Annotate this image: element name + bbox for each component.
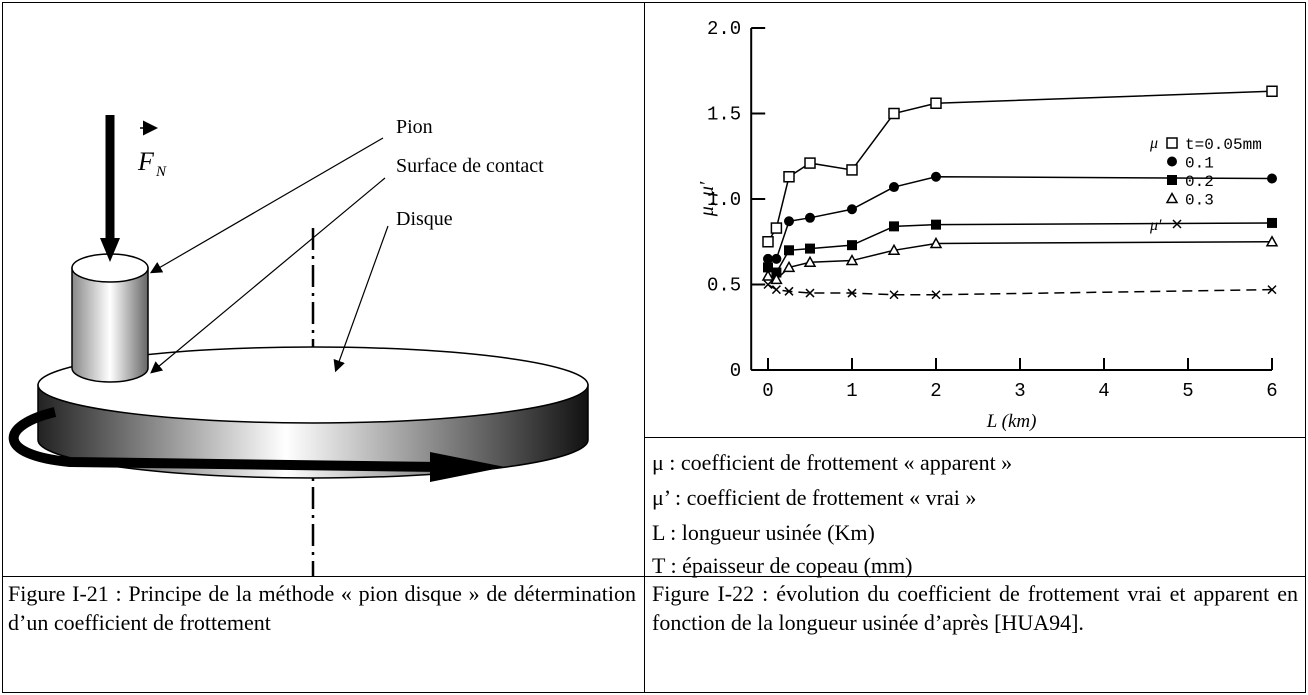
marker — [889, 290, 899, 300]
x-tick-label: 1 — [846, 380, 857, 402]
marker — [929, 236, 943, 249]
row-divider — [2, 576, 1306, 578]
marker — [784, 286, 794, 296]
marker — [784, 216, 794, 227]
y-tick-label: 1.5 — [707, 104, 741, 126]
x-tick-label: 0 — [762, 380, 773, 402]
marker — [845, 254, 859, 266]
marker — [783, 171, 795, 183]
marker — [803, 255, 817, 268]
caption: Figure I-22 : évolution du coefficient d… — [652, 581, 1298, 635]
legend-label: 0.3 — [1185, 192, 1214, 210]
marker — [930, 97, 942, 109]
marker — [846, 164, 858, 176]
marker — [847, 288, 857, 298]
column-divider — [644, 2, 646, 693]
marker — [761, 269, 775, 281]
legend-line: μ : coefficient de frottement « apparent… — [652, 450, 1013, 475]
leader-line — [150, 177, 386, 374]
series-line — [767, 283, 1273, 296]
marker — [1165, 191, 1179, 204]
rotation-arrow — [8, 407, 441, 472]
marker — [889, 221, 899, 232]
marker — [1172, 219, 1182, 229]
marker — [887, 243, 901, 256]
x-tick-label: 5 — [1182, 380, 1193, 402]
legend-label: 0.2 — [1185, 173, 1214, 191]
diagram-label: Surface de contact — [396, 155, 544, 177]
marker — [784, 245, 794, 256]
x-tick-label: 3 — [1014, 380, 1025, 402]
marker — [1167, 175, 1177, 185]
y-tick-label: 1.0 — [707, 189, 741, 211]
legend-label: 0.1 — [1185, 155, 1214, 173]
marker — [771, 253, 782, 264]
diagram-label: Pion — [396, 116, 433, 138]
marker — [1167, 156, 1177, 167]
rotation-arrowhead — [430, 452, 505, 482]
legend-label: t=0.05mm — [1185, 136, 1262, 154]
marker — [1266, 85, 1278, 98]
pin — [71, 267, 149, 383]
marker — [770, 272, 783, 285]
row-divider — [644, 437, 1306, 439]
marker — [805, 243, 815, 254]
legend-label: μ′ — [1149, 217, 1162, 234]
marker — [782, 260, 796, 273]
x-axis-label: L (km) — [986, 411, 1037, 432]
legend-line: T : épaisseur de copeau (mm) — [652, 553, 913, 578]
series-line — [768, 176, 1273, 260]
leader-line — [149, 137, 384, 274]
marker — [1267, 217, 1277, 228]
marker — [763, 279, 773, 290]
series-line — [767, 222, 1273, 274]
marker — [771, 285, 781, 295]
marker — [763, 253, 773, 264]
x-tick-label: 2 — [930, 380, 941, 402]
marker — [770, 222, 783, 234]
y-axis-label: μ, μ′ — [696, 181, 718, 217]
marker — [1265, 235, 1279, 247]
marker — [931, 290, 941, 300]
diagram-label: Disque — [396, 208, 453, 230]
marker — [1267, 285, 1277, 295]
marker — [762, 236, 774, 248]
disc-top — [37, 346, 589, 424]
marker — [1166, 137, 1178, 149]
series-line — [767, 241, 1273, 281]
marker — [847, 204, 857, 215]
force-arrowhead — [100, 238, 120, 262]
force-symbol: F — [137, 147, 155, 176]
legend-title: μ — [1149, 135, 1158, 152]
series-line — [767, 90, 1273, 243]
legend-line: μ’ : coefficient de frottement « vrai » — [652, 485, 977, 510]
leader-line — [333, 225, 389, 373]
marker — [805, 288, 815, 298]
marker — [931, 171, 941, 182]
y-tick-label: 0 — [730, 360, 741, 382]
marker — [771, 267, 782, 278]
x-tick-label: 6 — [1266, 380, 1277, 402]
y-tick-label: 0.5 — [707, 275, 741, 297]
marker — [847, 240, 857, 251]
marker — [1267, 173, 1277, 184]
marker — [804, 157, 816, 169]
pin-disc-diagram: F N Pion Surface de contact Disque — [8, 115, 589, 576]
marker — [805, 212, 815, 223]
marker — [763, 262, 773, 273]
caption: Figure I-21 : Principe de la méthode « p… — [8, 581, 636, 635]
x-tick-label: 4 — [1098, 380, 1109, 402]
y-tick-label: 2.0 — [707, 18, 741, 40]
chart: 0 0.5 1.0 1.5 2.0 0 1 2 3 4 5 6 L (km) μ, μ′ μ t=0.05mm… — [696, 18, 1279, 432]
marker — [931, 219, 941, 230]
legend-line: L : longueur usinée (Km) — [652, 520, 875, 545]
marker — [888, 107, 900, 120]
marker — [889, 182, 899, 193]
force-subscript: N — [155, 164, 167, 180]
